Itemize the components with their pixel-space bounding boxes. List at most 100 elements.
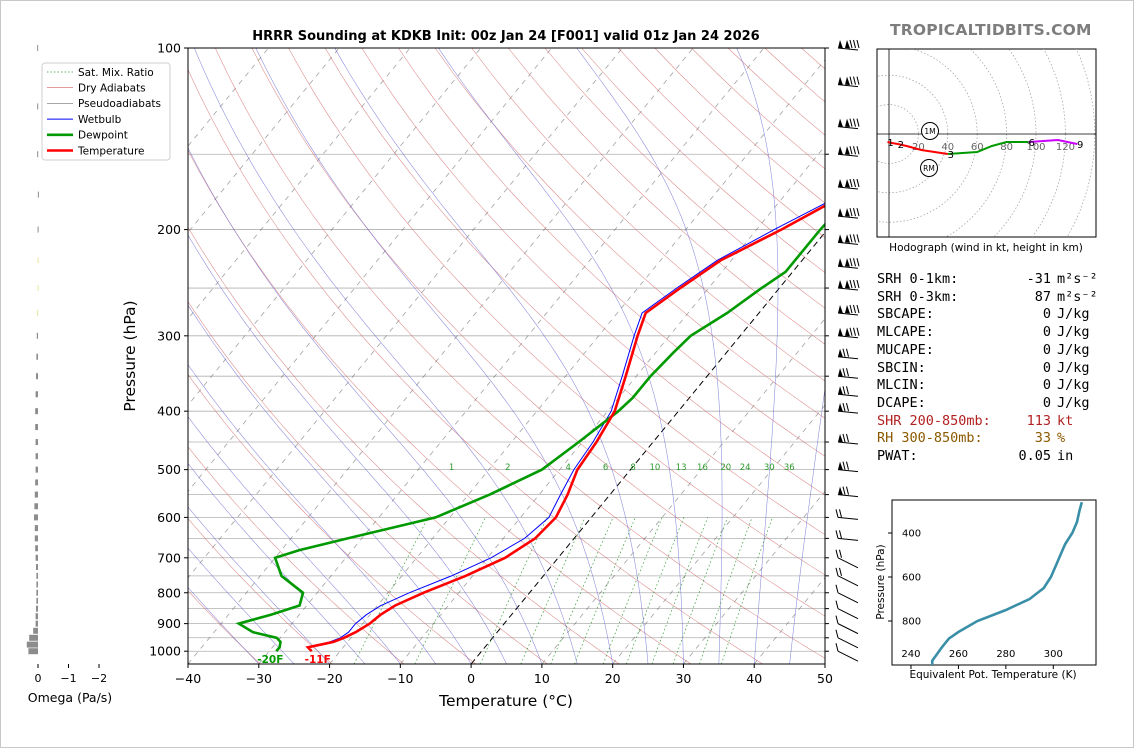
index-row: SRH 0-1km: -31 m²s⁻²: [877, 271, 1122, 289]
index-label: SBCIN:: [877, 359, 926, 376]
mixing-ratio-label: 20: [720, 463, 731, 473]
wind-barb-staff: [837, 650, 859, 662]
wetbulb-line: [306, 202, 825, 652]
index-label: MLCAPE:: [877, 324, 934, 341]
wind-barb-flag: [845, 179, 850, 188]
pseudoadiabat: [736, 48, 779, 664]
wind-barb-tick: [856, 279, 860, 289]
index-label: SRH 0-1km:: [877, 271, 959, 287]
index-label: RH 300-850mb:: [877, 430, 983, 447]
omega-bar: [36, 353, 38, 360]
pseudoadiabat: [188, 547, 295, 664]
index-row: SBCAPE: 0 J/kg: [877, 306, 1122, 324]
hodograph-height-label: 3: [948, 150, 954, 161]
wind-barb-flag: [838, 234, 843, 243]
wind-barb-tick: [856, 178, 860, 188]
wind-barb-flag: [845, 305, 850, 314]
index-unit: J/kg: [1057, 324, 1090, 341]
hodograph-caption: Hodograph (wind in kt, height in km): [889, 242, 1083, 254]
wind-barb-staff: [837, 393, 859, 397]
wind-barb-staff: [837, 312, 859, 316]
mixing-ratio-line: [414, 517, 486, 664]
omega-bar: [37, 226, 39, 233]
wind-barb-tick: [853, 76, 856, 85]
wind-barb-staff: [837, 126, 859, 130]
index-value: 0: [1042, 324, 1051, 341]
index-row: RH 300-850mb: 33%: [877, 430, 1122, 448]
wind-barb-tick: [835, 629, 839, 638]
index-row: DCAPE: 0 J/kg: [877, 395, 1122, 413]
mixing-ratio-label: 10: [649, 463, 660, 473]
y-tick-label: 400: [157, 404, 181, 419]
wind-barb-tick: [842, 386, 846, 395]
wind-barb-staff: [837, 637, 859, 649]
wind-barb-flag: [845, 327, 850, 337]
wind-barb-tick: [853, 304, 856, 314]
wind-barb-flag: [845, 280, 850, 289]
wind-barb-staff: [837, 241, 859, 245]
wind-barb-tick: [835, 615, 839, 624]
omega-bar: [35, 613, 38, 620]
y-tick-label: 500: [157, 462, 181, 477]
wind-barb-flag: [838, 258, 843, 267]
y-tick-label: 1000: [149, 644, 181, 659]
wind-barb-tick: [846, 368, 849, 377]
isotherm: [400, 145, 825, 664]
wind-barb-tick: [835, 509, 839, 518]
pseudoadiabat: [334, 48, 649, 664]
skewt-background-lines: 1 2 4 6 8 10 13 16 20 24 30 36: [188, 48, 825, 664]
isotherm: [188, 48, 482, 406]
isotherm: [470, 231, 825, 664]
hodograph-ring-label: 100: [1026, 142, 1045, 153]
mixing-ratio-label: 4: [566, 463, 571, 473]
wind-barb-staff: [837, 410, 859, 414]
wind-barb-tick: [853, 234, 856, 243]
wind-barb-tick: [856, 76, 860, 85]
pseudoadiabat: [188, 147, 543, 664]
omega-bar: [37, 310, 39, 317]
theta-e-x-tick-label: 280: [996, 649, 1015, 660]
x-tick-label: −20: [316, 671, 342, 686]
hodograph-ring-label: 120: [1056, 142, 1075, 153]
hodograph-height-label: 2: [898, 140, 904, 151]
wind-barb-flag: [845, 258, 850, 267]
dry-adiabat: [188, 149, 692, 664]
hodograph-ring-label: 60: [971, 142, 984, 153]
index-label: SBCAPE:: [877, 306, 934, 323]
wind-barb-staff: [837, 287, 859, 291]
wind-barb-staff: [837, 494, 859, 498]
index-value: 0: [1042, 377, 1051, 394]
x-axis-label: Temperature (°C): [438, 692, 573, 710]
wind-barb-flag: [838, 368, 843, 377]
pseudoadiabat: [576, 48, 723, 664]
isotherm: [683, 490, 825, 664]
storm-motion-label: 1M: [924, 127, 935, 136]
index-value: 0.05: [1018, 448, 1051, 465]
omega-bar: [34, 514, 38, 521]
omega-tick-label: 0: [35, 672, 42, 685]
wind-barb-tick: [849, 279, 853, 289]
hodograph-trace: [887, 141, 948, 155]
mixing-ratio-label: 24: [740, 463, 751, 473]
wind-barb-tick: [849, 258, 853, 267]
mixing-ratio-line: [699, 517, 753, 664]
index-label: MLCIN:: [877, 377, 926, 394]
y-tick-label: 600: [157, 510, 181, 525]
wind-barb-tick: [849, 39, 853, 49]
index-label: MUCAPE:: [877, 341, 934, 358]
hodograph-panel: 20 40 60 80 100 120 1 2 3 6 9 1M RM Hodograph (wind …: [876, 48, 1097, 254]
mixing-ratio-label: 30: [764, 463, 775, 473]
wind-barb-staff: [837, 557, 859, 569]
wind-barb-staff: [837, 215, 859, 219]
wind-barb-tick: [835, 600, 839, 609]
index-unit: J/kg: [1057, 359, 1090, 376]
wind-barb-tick: [853, 39, 856, 49]
wind-barb-tick: [842, 433, 846, 443]
wind-barb-flag: [838, 386, 843, 395]
wind-barb-flag: [845, 118, 850, 128]
wind-barb-flag: [838, 280, 843, 289]
legend-label: Dry Adiabats: [78, 83, 146, 95]
index-value: 0: [1042, 306, 1051, 323]
wind-barb-tick: [853, 118, 856, 127]
